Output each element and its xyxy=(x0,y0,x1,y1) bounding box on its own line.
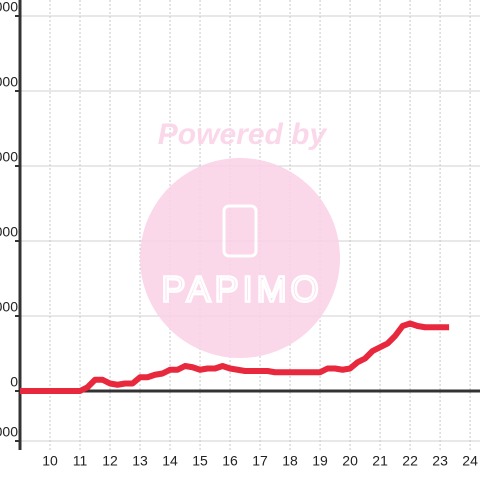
x-tick-label: 23 xyxy=(432,453,448,469)
watermark-circle xyxy=(140,158,340,358)
x-tick-label: 21 xyxy=(372,453,388,469)
x-tick-label: 18 xyxy=(282,453,298,469)
y-tick-label: -20,000 xyxy=(0,424,18,440)
x-tick-label: 20 xyxy=(342,453,358,469)
x-tick-label: 14 xyxy=(162,453,178,469)
y-tick-label: 150,000 xyxy=(0,0,18,15)
y-tick-label: 0 xyxy=(10,374,18,390)
x-tick-label: 10 xyxy=(42,453,58,469)
data-line xyxy=(20,320,450,394)
watermark-logo: PAPIMO xyxy=(161,269,322,310)
watermark-text: Powered by xyxy=(158,118,328,151)
y-tick-label: 90,000 xyxy=(0,149,18,165)
x-tick-label: 16 xyxy=(222,453,238,469)
x-tick-label: 15 xyxy=(192,453,208,469)
x-tick-label: 22 xyxy=(402,453,418,469)
x-tick-label: 19 xyxy=(312,453,328,469)
x-tick-label: 17 xyxy=(252,453,268,469)
watermark-icon xyxy=(222,204,258,258)
x-tick-label: 24 xyxy=(462,453,478,469)
watermark: Powered by PAPIMO xyxy=(140,118,340,358)
y-tick-label: 60,000 xyxy=(0,224,18,240)
x-tick-label: 13 xyxy=(132,453,148,469)
y-tick-label: 30,000 xyxy=(0,299,18,315)
x-tick-label: 12 xyxy=(102,453,118,469)
x-tick-label: 11 xyxy=(73,453,88,469)
y-tick-label: 120,000 xyxy=(0,74,18,90)
plot: -20,000 0 30,000 60,000 90,000 120,000 150,000… xyxy=(0,0,480,469)
